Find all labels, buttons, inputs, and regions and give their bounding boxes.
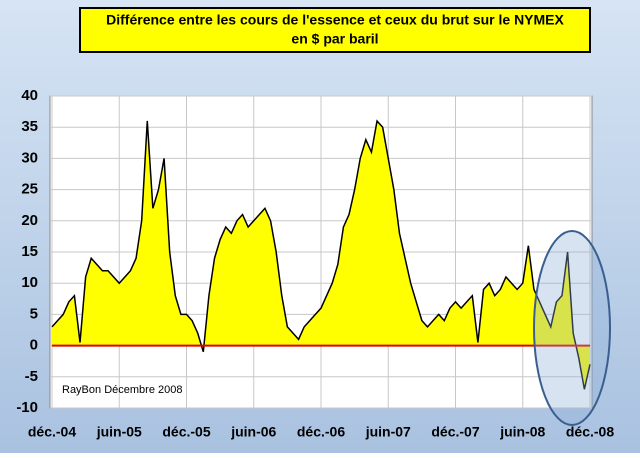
y-tick-label: 10 xyxy=(21,274,38,291)
y-tick-label: 5 xyxy=(30,305,38,322)
y-tick-label: 35 xyxy=(21,118,38,135)
x-tick-label: juin-05 xyxy=(96,424,142,440)
line xyxy=(51,119,591,390)
y-tick-label: 20 xyxy=(21,212,38,229)
annotation: RayBon Décembre 2008 xyxy=(62,384,182,396)
y-tick-label: 0 xyxy=(30,337,38,354)
y-tick-label: 15 xyxy=(21,243,38,260)
x-tick-label: juin-06 xyxy=(230,424,276,440)
x-tick-label: déc.-05 xyxy=(162,424,210,440)
marks xyxy=(51,119,591,390)
y-tick-label: 40 xyxy=(21,87,38,104)
y-tick-label: -10 xyxy=(16,399,38,416)
x-tick-label: juin-07 xyxy=(365,424,411,440)
y-tick-label: 25 xyxy=(21,181,38,198)
chart-title: Différence entre les cours de l'essence … xyxy=(106,12,564,28)
title-box xyxy=(79,7,591,53)
x-tick-label: déc.-08 xyxy=(566,424,614,440)
y-tick-label: 30 xyxy=(21,149,38,166)
highlight-ellipse xyxy=(533,230,611,426)
x-tick-label: déc.-06 xyxy=(297,424,345,440)
y-tick-label: -5 xyxy=(25,368,38,385)
chart-subtitle: en $ par baril xyxy=(291,31,378,47)
x-tick-label: déc.-07 xyxy=(431,424,479,440)
area xyxy=(52,120,590,390)
x-tick-label: juin-08 xyxy=(499,424,545,440)
x-tick-label: déc.-04 xyxy=(28,424,76,440)
